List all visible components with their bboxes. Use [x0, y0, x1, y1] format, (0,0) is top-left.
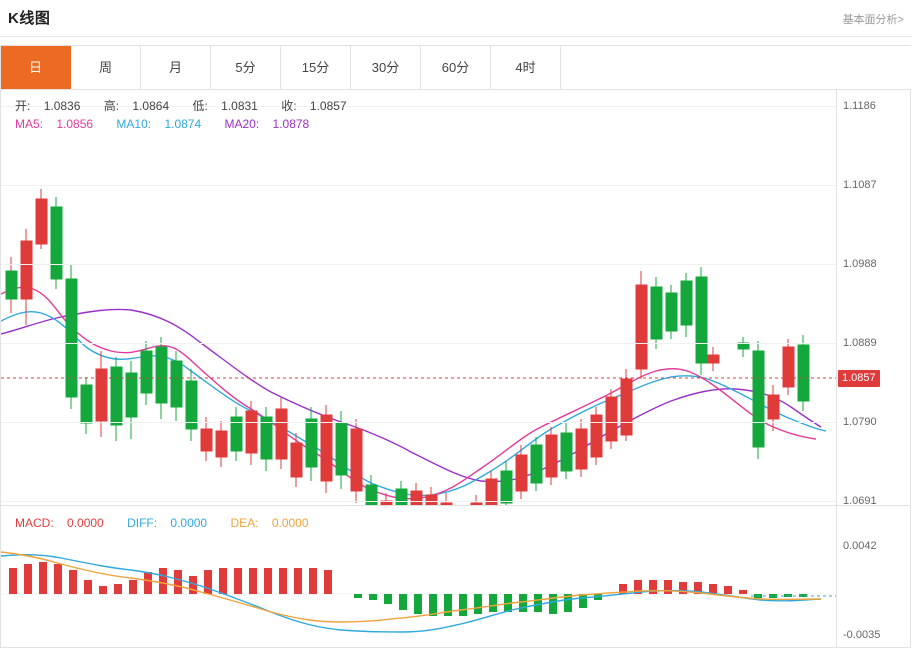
ma5-label: MA5:: [15, 117, 44, 131]
price-tick-3: 1.0889: [843, 337, 877, 349]
price-tick-0: 1.1186: [843, 100, 876, 112]
candle-series: [5, 189, 810, 505]
macd-label: MACD:: [15, 516, 54, 530]
ohlc-readout: 开: 1.0836 高: 1.0864 低: 1.0831 收: 1.0857: [15, 97, 367, 115]
gridline: [1, 343, 837, 344]
price-tick-2: 1.0988: [843, 258, 877, 270]
price-axis: 1.1186 1.1087 1.0988 1.0889 1.0790 1.069…: [836, 89, 910, 507]
diff-label: DIFF:: [127, 516, 158, 530]
tab-4hour[interactable]: 4时: [491, 46, 561, 89]
dea-label: DEA:: [230, 516, 259, 530]
macd-histogram: [9, 562, 807, 616]
price-chart-panel: 开: 1.0836 高: 1.0864 低: 1.0831 收: 1.0857 …: [0, 89, 911, 507]
open-label: 开:: [15, 99, 31, 113]
tab-60min[interactable]: 60分: [421, 46, 491, 89]
high-value: 1.0864: [132, 99, 170, 113]
macd-legend: MACD: 0.0000 DIFF: 0.0000 DEA: 0.0000: [15, 514, 329, 532]
tab-15min[interactable]: 15分: [281, 46, 351, 89]
macd-value: 0.0000: [67, 516, 104, 530]
fundamental-analysis-link[interactable]: 基本面分析>: [842, 14, 904, 26]
dea-value: 0.0000: [271, 516, 309, 530]
macd-panel: MACD: 0.0000 DIFF: 0.0000 DEA: 0.0000 0.…: [0, 506, 911, 648]
tab-5min[interactable]: 5分: [211, 46, 281, 89]
page-header: K线图 基本面分析>: [0, 0, 912, 37]
tab-month[interactable]: 月: [141, 46, 211, 89]
open-value: 1.0836: [43, 99, 81, 113]
diff-value: 0.0000: [170, 516, 208, 530]
macd-tick-0: 0.0042: [843, 540, 877, 552]
macd-plot[interactable]: MACD: 0.0000 DIFF: 0.0000 DEA: 0.0000: [1, 506, 837, 647]
gridline: [1, 106, 837, 107]
price-legend: 开: 1.0836 高: 1.0864 低: 1.0831 收: 1.0857 …: [15, 97, 367, 133]
gridline: [1, 264, 837, 265]
high-label: 高:: [103, 99, 120, 113]
candlestick-svg: [1, 189, 837, 505]
close-value: 1.0857: [309, 99, 347, 113]
ma-readout: MA5: 1.0856 MA10: 1.0874 MA20: 1.0878: [15, 115, 367, 133]
low-value: 1.0831: [221, 99, 258, 113]
diff-line: [1, 553, 822, 633]
ma20-line: [1, 308, 822, 483]
price-plot[interactable]: 开: 1.0836 高: 1.0864 低: 1.0831 收: 1.0857 …: [1, 89, 837, 505]
page-title: K线图: [8, 10, 51, 27]
price-tick-1: 1.1087: [843, 179, 877, 191]
ma5-line: [1, 286, 817, 500]
tab-week[interactable]: 周: [71, 46, 141, 89]
tab-day[interactable]: 日: [1, 46, 71, 89]
dea-line: [1, 551, 822, 623]
gridline: [1, 501, 837, 502]
ma20-label: MA20:: [224, 117, 260, 131]
timeframe-tabbar: 日 周 月 5分 15分 30分 60分 4时: [0, 45, 911, 90]
macd-svg: [1, 551, 837, 633]
price-tick-4: 1.0790: [843, 416, 877, 428]
low-label: 低:: [192, 99, 208, 113]
close-label: 收:: [281, 99, 297, 113]
current-price-tag: 1.0857: [838, 370, 880, 387]
gridline: [1, 422, 837, 423]
price-tick-5: 1.0691: [843, 495, 877, 507]
ma5-value: 1.0856: [56, 117, 94, 131]
gridline: [1, 185, 837, 186]
ma20-value: 1.0878: [272, 117, 310, 131]
macd-tick-1: -0.0035: [843, 629, 881, 641]
ma10-label: MA10:: [116, 117, 152, 131]
tabbar-filler: [561, 46, 911, 89]
ma10-value: 1.0874: [164, 117, 202, 131]
macd-axis: 0.0042 -0.0035: [836, 506, 910, 647]
tab-30min[interactable]: 30分: [351, 46, 421, 89]
